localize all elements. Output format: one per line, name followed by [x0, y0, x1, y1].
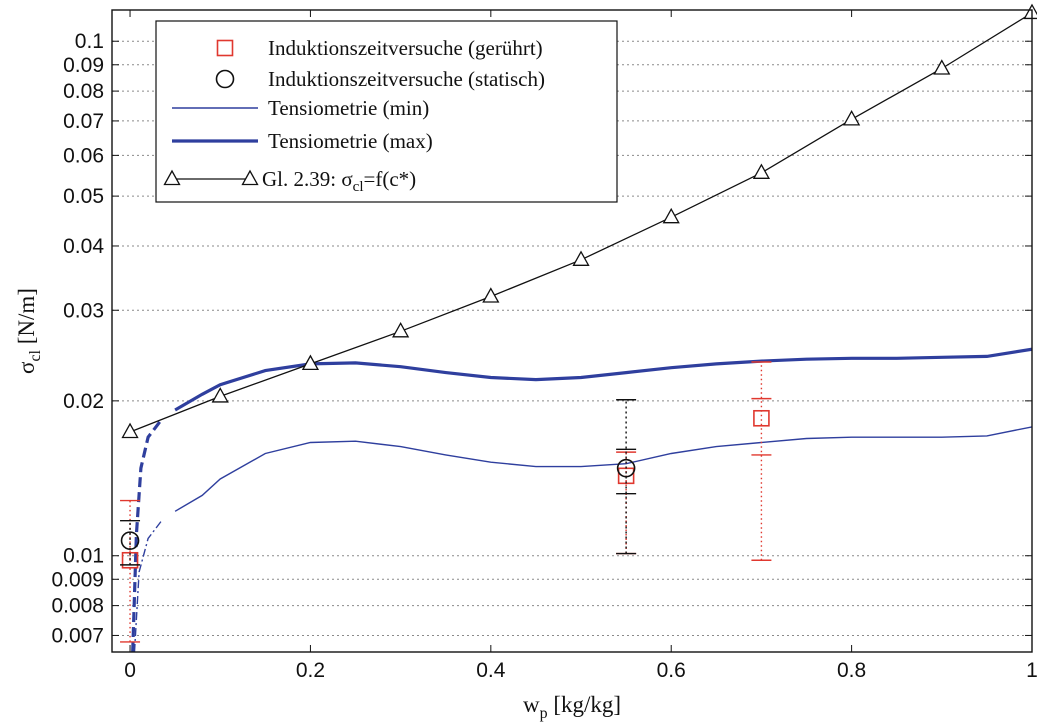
legend-entry-tensiometry-max: Tensiometrie (max) — [268, 129, 433, 153]
legend-entry-stirred: Induktionszeitversuche (gerührt) — [268, 36, 543, 60]
x-tick-label: 0.8 — [837, 659, 866, 682]
series-line-dashed — [133, 520, 163, 652]
y-tick-label: 0.008 — [51, 595, 104, 618]
x-tick-label: 0.4 — [476, 659, 506, 682]
triangle-marker — [662, 207, 680, 224]
circle-marker — [616, 458, 636, 478]
legend-entry-tensiometry-min: Tensiometrie (min) — [268, 96, 429, 120]
circle-marker — [120, 531, 140, 550]
y-tick-label: 0.02 — [63, 390, 104, 413]
y-tick-label: 0.03 — [63, 299, 104, 322]
y-axis-label-rest: [N/m] — [14, 288, 39, 350]
square-marker — [753, 409, 770, 427]
x-tick-label: 1 — [1026, 659, 1037, 682]
y-axis-label: σcl [N/m] — [14, 288, 44, 374]
y-axis-label-sub: cl — [27, 349, 44, 361]
y-tick-label: 0.06 — [63, 144, 104, 167]
x-tick-label: 0.2 — [296, 659, 325, 682]
triangle-marker — [301, 354, 320, 371]
x-axis-label-rest: [kg/kg] — [548, 692, 621, 717]
triangle-marker — [933, 59, 951, 75]
legend-swatch-circle — [215, 69, 235, 89]
y-axis-label-main: σ — [14, 361, 39, 374]
triangle-marker — [752, 163, 771, 179]
series-line-dashed — [131, 418, 163, 652]
y-tick-label: 0.1 — [75, 30, 104, 53]
legend-swatch-square — [216, 39, 234, 57]
legend-entry-static: Induktionszeitversuche (statisch) — [268, 67, 545, 91]
legend-swatch-triangle — [163, 169, 181, 186]
series-line — [174, 426, 1032, 512]
triangle-marker — [843, 109, 861, 126]
y-tick-label: 0.007 — [51, 624, 104, 647]
series-layer — [120, 3, 1037, 652]
x-tick-label: 0.6 — [657, 659, 686, 682]
legend-equation-main: Gl. 2.39: σ — [262, 167, 353, 191]
triangle-marker — [572, 250, 590, 266]
series-line — [174, 347, 1032, 412]
x-axis-label: wp [kg/kg] — [523, 692, 621, 722]
legend-equation-sub: cl — [353, 179, 364, 195]
legend-swatch-triangle — [241, 169, 259, 186]
legend-equation-rest: =f(c*) — [363, 167, 416, 191]
plot-frame — [111, 9, 1033, 653]
legend-entry-equation: Gl. 2.39: σcl=f(c*) — [262, 167, 416, 195]
legend: Induktionszeitversuche (gerührt) Indukti… — [155, 20, 618, 203]
square-marker — [121, 551, 139, 569]
triangle-marker — [392, 321, 410, 338]
triangle-marker — [211, 387, 229, 403]
y-tick-label: 0.04 — [63, 235, 104, 258]
x-axis-label-main: w — [523, 692, 540, 717]
triangle-marker — [482, 287, 500, 303]
y-tick-label: 0.01 — [63, 545, 104, 568]
triangle-marker — [121, 422, 139, 439]
legend-swatches — [163, 39, 259, 186]
x-axis-label-sub: p — [540, 705, 548, 722]
y-tick-label: 0.009 — [51, 568, 104, 591]
y-tick-label: 0.09 — [63, 54, 104, 77]
y-tick-label: 0.07 — [63, 110, 104, 133]
x-tick-label: 0 — [124, 659, 136, 682]
y-tick-label: 0.08 — [63, 80, 104, 103]
y-tick-label: 0.05 — [63, 185, 104, 208]
